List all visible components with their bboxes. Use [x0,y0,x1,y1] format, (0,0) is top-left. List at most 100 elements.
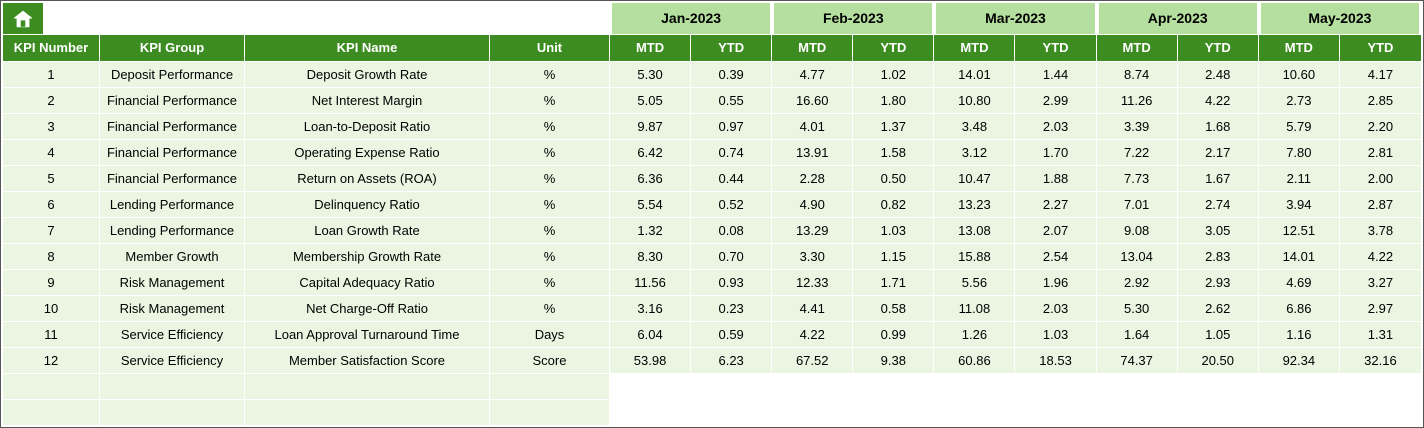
kpi-number-cell[interactable]: 12 [3,347,100,374]
value-cell[interactable]: 8.30 [610,243,692,270]
value-cell[interactable]: 9.08 [1096,217,1178,244]
value-cell[interactable]: 4.90 [772,191,854,218]
value-cell[interactable]: 1.32 [610,217,692,244]
value-cell[interactable]: 2.85 [1339,87,1421,114]
value-cell[interactable]: 2.28 [772,165,854,192]
kpi-name-cell[interactable]: Deposit Growth Rate [245,61,490,88]
unit-cell[interactable]: Score [490,347,610,374]
kpi-group-cell[interactable]: Deposit Performance [100,61,245,88]
value-cell[interactable]: 3.05 [1177,217,1259,244]
unit-cell[interactable]: % [490,295,610,322]
empty-cell[interactable] [1339,399,1421,426]
kpi-name-cell[interactable]: Return on Assets (ROA) [245,165,490,192]
value-cell[interactable]: 7.80 [1258,139,1340,166]
value-cell[interactable]: 7.73 [1096,165,1178,192]
value-cell[interactable]: 0.44 [691,165,773,192]
value-cell[interactable]: 13.91 [772,139,854,166]
value-cell[interactable]: 1.80 [853,87,935,114]
kpi-number-cell[interactable]: 6 [3,191,100,218]
column-header-kpi-name[interactable]: KPI Name [245,34,490,62]
value-cell[interactable]: 0.08 [691,217,773,244]
unit-cell[interactable]: Days [490,321,610,348]
value-cell[interactable]: 0.52 [691,191,773,218]
value-cell[interactable]: 2.87 [1339,191,1421,218]
value-cell[interactable]: 0.55 [691,87,773,114]
kpi-group-cell[interactable]: Financial Performance [100,113,245,140]
value-cell[interactable]: 2.99 [1015,87,1097,114]
value-cell[interactable]: 4.22 [772,321,854,348]
kpi-number-cell[interactable]: 7 [3,217,100,244]
value-cell[interactable]: 0.93 [691,269,773,296]
value-cell[interactable]: 2.17 [1177,139,1259,166]
subcolumn-header-ytd[interactable]: YTD [691,34,773,62]
value-cell[interactable]: 0.82 [853,191,935,218]
empty-cell[interactable] [490,373,610,400]
unit-cell[interactable]: % [490,61,610,88]
kpi-number-cell[interactable]: 11 [3,321,100,348]
column-header-kpi-group[interactable]: KPI Group [100,34,245,62]
value-cell[interactable]: 0.97 [691,113,773,140]
value-cell[interactable]: 5.79 [1258,113,1340,140]
value-cell[interactable]: 67.52 [772,347,854,374]
kpi-group-cell[interactable]: Lending Performance [100,191,245,218]
empty-cell[interactable] [245,399,490,426]
value-cell[interactable]: 10.80 [934,87,1016,114]
value-cell[interactable]: 3.39 [1096,113,1178,140]
kpi-name-cell[interactable]: Member Satisfaction Score [245,347,490,374]
month-header-may-2023[interactable]: May-2023 [1258,3,1421,35]
value-cell[interactable]: 13.08 [934,217,1016,244]
value-cell[interactable]: 1.02 [853,61,935,88]
value-cell[interactable]: 60.86 [934,347,1016,374]
value-cell[interactable]: 6.23 [691,347,773,374]
value-cell[interactable]: 92.34 [1258,347,1340,374]
empty-cell[interactable] [772,373,854,400]
value-cell[interactable]: 7.22 [1096,139,1178,166]
value-cell[interactable]: 14.01 [1258,243,1340,270]
empty-cell[interactable] [853,399,935,426]
value-cell[interactable]: 5.56 [934,269,1016,296]
value-cell[interactable]: 13.04 [1096,243,1178,270]
home-button[interactable] [3,3,43,34]
kpi-group-cell[interactable]: Service Efficiency [100,321,245,348]
value-cell[interactable]: 74.37 [1096,347,1178,374]
value-cell[interactable]: 2.11 [1258,165,1340,192]
value-cell[interactable]: 5.30 [1096,295,1178,322]
value-cell[interactable]: 11.56 [610,269,692,296]
value-cell[interactable]: 3.27 [1339,269,1421,296]
value-cell[interactable]: 2.20 [1339,113,1421,140]
subcolumn-header-mtd[interactable]: MTD [1096,34,1178,62]
value-cell[interactable]: 13.29 [772,217,854,244]
empty-cell[interactable] [853,373,935,400]
value-cell[interactable]: 2.97 [1339,295,1421,322]
value-cell[interactable]: 16.60 [772,87,854,114]
empty-cell[interactable] [100,373,245,400]
value-cell[interactable]: 5.54 [610,191,692,218]
empty-cell[interactable] [772,399,854,426]
kpi-number-cell[interactable]: 1 [3,61,100,88]
value-cell[interactable]: 32.16 [1339,347,1421,374]
empty-cell[interactable] [691,373,773,400]
kpi-number-cell[interactable]: 3 [3,113,100,140]
value-cell[interactable]: 14.01 [934,61,1016,88]
subcolumn-header-ytd[interactable]: YTD [1015,34,1097,62]
month-header-apr-2023[interactable]: Apr-2023 [1096,3,1259,35]
empty-cell[interactable] [1258,399,1340,426]
empty-cell[interactable] [100,399,245,426]
value-cell[interactable]: 2.93 [1177,269,1259,296]
value-cell[interactable]: 12.51 [1258,217,1340,244]
value-cell[interactable]: 53.98 [610,347,692,374]
value-cell[interactable]: 6.86 [1258,295,1340,322]
value-cell[interactable]: 3.48 [934,113,1016,140]
kpi-group-cell[interactable]: Risk Management [100,269,245,296]
value-cell[interactable]: 2.03 [1015,295,1097,322]
value-cell[interactable]: 11.26 [1096,87,1178,114]
subcolumn-header-ytd[interactable]: YTD [853,34,935,62]
value-cell[interactable]: 1.68 [1177,113,1259,140]
value-cell[interactable]: 10.47 [934,165,1016,192]
value-cell[interactable]: 0.99 [853,321,935,348]
kpi-group-cell[interactable]: Financial Performance [100,165,245,192]
unit-cell[interactable]: % [490,87,610,114]
value-cell[interactable]: 6.36 [610,165,692,192]
kpi-name-cell[interactable]: Capital Adequacy Ratio [245,269,490,296]
value-cell[interactable]: 3.30 [772,243,854,270]
